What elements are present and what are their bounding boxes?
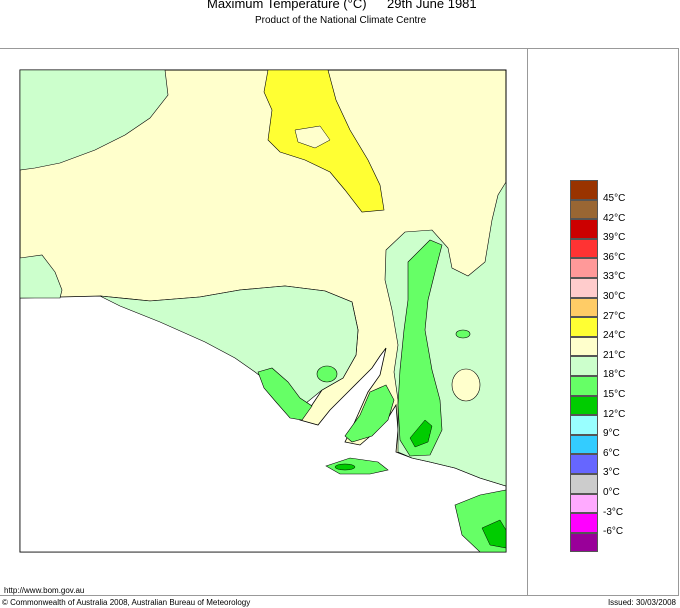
legend-label: 18°C [603,369,626,381]
region-12-15-fleurieu [409,419,433,448]
issued-date: Issued: 30/03/2008 [607,598,676,607]
legend-label: 42°C [603,212,626,224]
legend-swatch [570,395,598,416]
region-18-21-west [19,254,63,299]
copyright: © Commonwealth of Australia 2008, Austra… [2,598,251,607]
legend-swatch [570,474,598,494]
region-15-18-patch [455,329,471,339]
region-15-18-eyre-tip [257,367,313,421]
source-url[interactable]: http://www.bom.gov.au [4,586,85,595]
legend-label: 9°C [603,428,620,440]
legend-label: 24°C [603,330,626,342]
legend-swatch [570,434,598,455]
legend-label: 33°C [603,271,626,283]
legend-label: 45°C [603,193,626,204]
region-15-18-east [397,239,443,457]
legend-label: 21°C [603,349,626,361]
legend-swatch [570,376,598,396]
legend-label: 39°C [603,232,626,244]
region-21-24-inland [451,368,481,402]
region-18-21-northwest [19,69,169,171]
legend-divider [527,48,528,596]
region-15-18-yorke [344,384,395,443]
legend-label: -3°C [603,506,624,518]
legend-swatch [570,219,598,239]
region-15-18-patch [316,365,338,383]
legend-swatch [570,356,598,376]
map-date: 29th June 1981 [387,0,477,11]
legend-swatch [570,317,598,337]
legend-label: 0°C [603,487,620,498]
legend-swatch [570,532,598,553]
map-frame [0,48,679,596]
legend-swatch [570,336,598,357]
legend-label: 6°C [603,447,620,459]
legend-label: 15°C [603,389,626,400]
map-subtitle: Product of the National Climate Centre [255,15,427,26]
legend-label: 36°C [603,251,626,263]
legend-swatch [570,278,598,298]
legend-swatch [570,180,598,200]
region-12-15-kangaroo-island [334,463,356,471]
legend-swatch [570,297,598,318]
legend-label: 3°C [603,467,620,479]
legend-label: 12°C [603,408,626,420]
legend-swatch [570,493,598,514]
region-21-24-inclusion [294,125,331,149]
legend-swatch [570,258,598,278]
legend-swatch [570,513,598,533]
region-12-15-southeast [481,519,507,549]
map-title: Maximum Temperature (°C) [207,0,367,11]
legend-label: -6°C [603,526,624,538]
legend-swatch [570,415,598,435]
legend-swatch [570,238,598,259]
legend-label: 27°C [603,310,626,322]
legend-swatch [570,454,598,474]
region-18-21-south [99,285,359,409]
legend-label: 30°C [603,291,626,302]
legend-swatch [570,199,598,220]
